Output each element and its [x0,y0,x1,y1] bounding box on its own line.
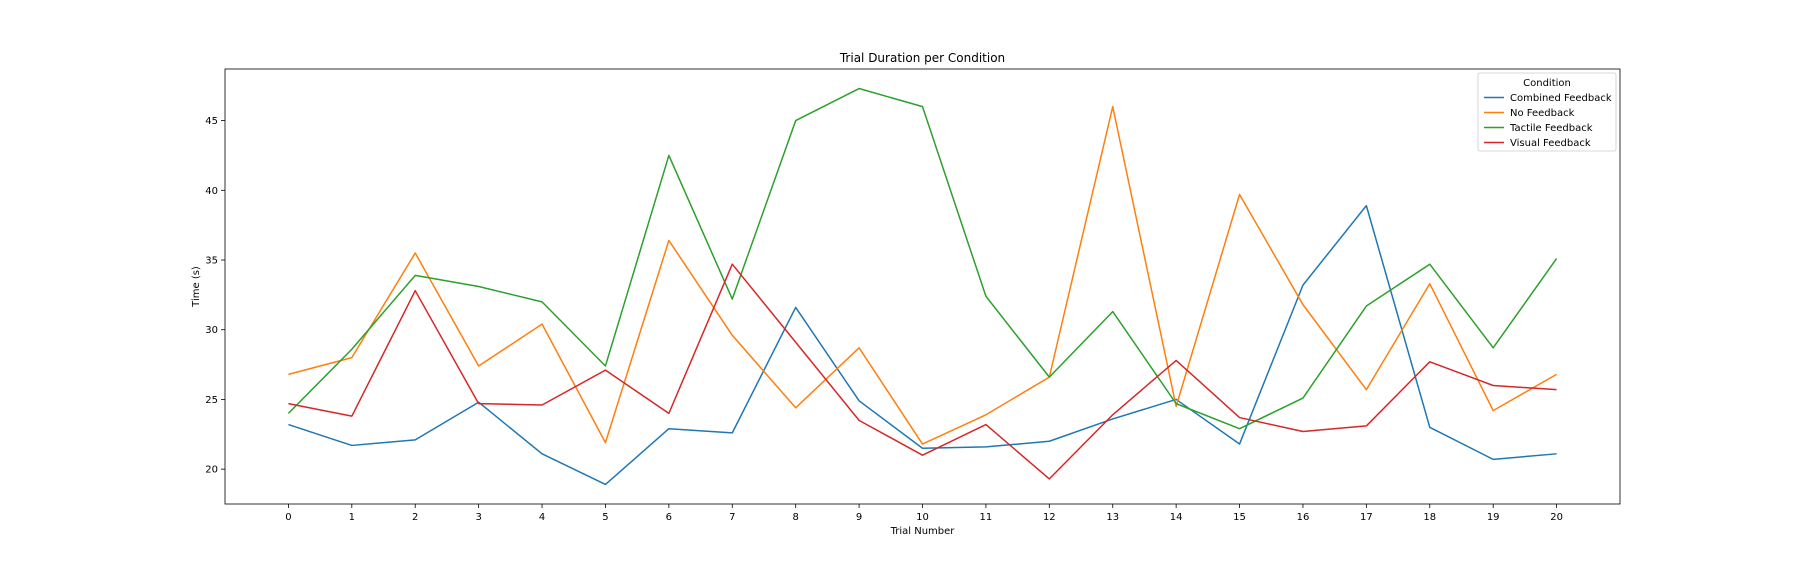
series-line-tactile-feedback [287,87,1558,430]
x-tick-label: 7 [729,512,735,523]
x-tick-label: 9 [856,512,862,523]
x-tick-label: 0 [285,512,291,523]
series-line-combined-feedback [288,204,1557,486]
x-tick-label: 19 [1487,512,1500,523]
x-tick-label: 14 [1170,512,1183,523]
series-line-visual-feedback [288,263,1557,480]
legend-item: No Feedback [1484,108,1575,119]
x-tick-label: 20 [1550,512,1563,523]
y-tick-label: 20 [205,465,218,476]
x-axis: 0 1 2 3 4 5 6 7 8 9 10 11 12 13 14 15 16 17 18 19 20 [285,504,1563,523]
legend: Condition Combined Feedback No Feedback Ta… [1477,72,1617,152]
y-tick-label: 30 [205,325,218,336]
x-axis-label: Trial Number [890,526,956,537]
x-tick-label: 4 [539,512,545,523]
series-lines [287,87,1558,486]
x-tick-label: 13 [1106,512,1119,523]
y-tick-label: 40 [205,186,218,197]
y-tick-label: 25 [205,395,218,406]
legend-label: No Feedback [1510,108,1575,119]
x-tick-label: 1 [349,512,355,523]
x-tick-label: 15 [1233,512,1246,523]
x-tick-label: 6 [666,512,672,523]
legend-item: Combined Feedback [1484,93,1612,104]
x-tick-label: 16 [1297,512,1310,523]
chart-title: Trial Duration per Condition [839,51,1005,65]
legend-title: Condition [1523,78,1571,89]
legend-label: Combined Feedback [1510,93,1612,104]
legend-label: Tactile Feedback [1509,123,1593,134]
x-tick-label: 2 [412,512,418,523]
y-axis-label: Time (s) [191,266,202,308]
series-line-no-feedback [288,105,1557,445]
x-tick-label: 17 [1360,512,1373,523]
legend-label: Visual Feedback [1510,138,1591,149]
x-tick-label: 11 [980,512,993,523]
legend-item: Visual Feedback [1484,138,1591,149]
x-tick-label: 10 [916,512,929,523]
x-tick-label: 3 [475,512,481,523]
x-tick-label: 5 [602,512,608,523]
legend-box [1477,72,1617,152]
x-tick-label: 8 [792,512,798,523]
legend-item: Tactile Feedback [1484,123,1593,134]
x-tick-label: 12 [1043,512,1056,523]
y-tick-label: 45 [205,116,218,127]
plot-frame [224,68,1621,505]
y-axis: 20 25 30 35 40 45 [205,116,225,476]
x-tick-label: 18 [1423,512,1436,523]
y-tick-label: 35 [205,256,218,267]
